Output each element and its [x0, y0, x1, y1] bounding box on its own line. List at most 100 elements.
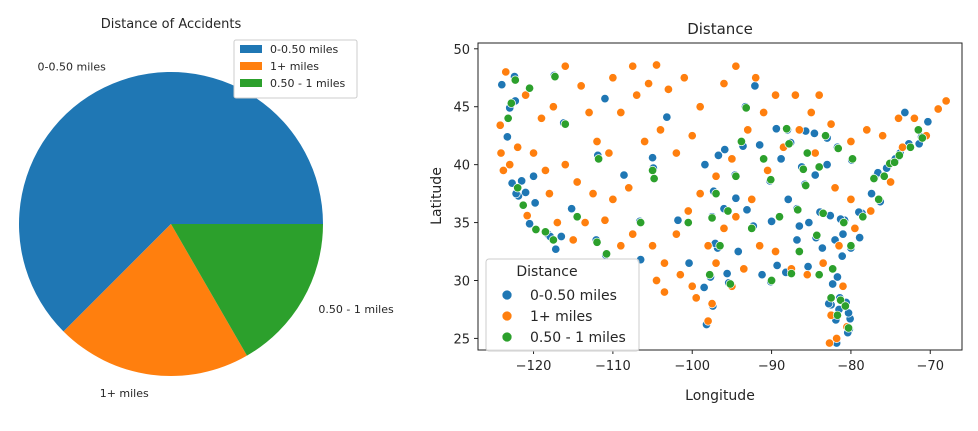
- point-1-miles-81: [832, 333, 842, 343]
- point-0-50-1-miles-45: [747, 223, 757, 233]
- scatter-chart-title: Distance: [687, 20, 753, 38]
- point-1-miles-9: [616, 107, 626, 118]
- point-1-miles-79: [838, 281, 848, 291]
- point-0-50-1-miles-46: [774, 212, 785, 222]
- pie-slice-0-50-1-miles: [171, 224, 323, 356]
- point-0-50-1-miles-35: [525, 83, 535, 93]
- point-1-miles-51: [909, 113, 919, 123]
- pie-chart-title: Distance of Accidents: [101, 17, 242, 32]
- point-1-miles-36: [683, 206, 693, 216]
- point-1-miles-101: [751, 73, 761, 83]
- point-0-0-50-miles-48: [866, 189, 877, 199]
- point-1-miles-68: [703, 241, 713, 251]
- point-1-miles-58: [850, 223, 860, 233]
- point-1-miles-84: [687, 281, 697, 291]
- point-0-50-1-miles-33: [560, 119, 570, 129]
- point-1-miles-89: [707, 299, 717, 309]
- point-1-miles-57: [866, 206, 876, 216]
- point-0-0-50-miles-70: [771, 124, 781, 134]
- point-0-0-50-miles-98: [803, 262, 813, 272]
- pie-chart: Distance of Accidents 0-0.50 miles 1+ mil…: [19, 17, 394, 400]
- point-0-0-50-miles-102: [837, 251, 847, 261]
- point-1-miles-7: [592, 136, 602, 147]
- point-0-50-1-miles-39: [572, 212, 582, 222]
- point-0-50-1-miles-15: [812, 230, 822, 240]
- plot-area-frame: [477, 42, 963, 351]
- point-1-miles-85: [675, 270, 685, 280]
- point-1-miles-45: [814, 90, 824, 100]
- point-0-50-1-miles-16: [843, 323, 854, 333]
- point-0-0-50-miles-35: [900, 107, 910, 118]
- point-0-50-1-miles-64: [802, 148, 812, 158]
- point-1-miles-53: [941, 96, 951, 106]
- point-1-miles-65: [739, 264, 749, 274]
- point-0-0-50-miles-68: [742, 205, 752, 215]
- point-0-0-50-miles-108: [755, 140, 765, 150]
- point-1-miles-27: [505, 160, 515, 170]
- point-1-miles-13: [679, 73, 689, 83]
- point-1-miles-28: [568, 235, 578, 245]
- point-0-0-50-miles-9: [517, 176, 527, 186]
- y-tick-label: 30: [453, 274, 470, 289]
- point-0-0-50-miles-88: [567, 204, 577, 214]
- point-0-0-50-miles-17: [699, 282, 709, 292]
- point-1-miles-52: [933, 104, 943, 114]
- point-0-50-1-miles-1: [506, 98, 516, 108]
- point-1-miles-71: [747, 194, 757, 204]
- point-1-miles-40: [743, 125, 753, 135]
- point-0-0-50-miles-58: [521, 187, 531, 197]
- point-1-miles-3: [548, 102, 558, 112]
- point-1-miles-98: [651, 60, 662, 70]
- point-1-miles-100: [731, 61, 741, 71]
- point-0-50-1-miles-38: [531, 224, 541, 235]
- y-tick-label: 40: [453, 159, 470, 174]
- point-0-0-50-miles-92: [662, 112, 672, 122]
- point-1-miles-83: [691, 293, 701, 303]
- x-tick-label: −80: [837, 359, 864, 374]
- point-0-0-50-miles-5: [551, 244, 561, 254]
- point-0-0-50-miles-72: [809, 128, 819, 138]
- point-1-miles-87: [651, 275, 662, 286]
- pie-legend-frame: [233, 39, 358, 99]
- point-0-50-1-miles-7: [648, 165, 658, 175]
- point-1-miles-92: [498, 165, 508, 175]
- pie-legend-swatch-0-50-1-miles: [240, 79, 262, 87]
- point-0-0-50-miles-103: [855, 233, 865, 243]
- pie-slice-0-0-50-miles: [19, 72, 323, 332]
- series-0-50-1-miles: [503, 72, 927, 333]
- point-0-50-1-miles-8: [715, 241, 725, 251]
- pie-labels: 0-0.50 miles 1+ miles 0.50 - 1 miles: [38, 61, 394, 400]
- point-0-50-1-miles-54: [890, 157, 900, 167]
- point-1-miles-91: [496, 148, 506, 158]
- y-tick-label: 25: [453, 332, 470, 347]
- point-0-50-1-miles-34: [550, 72, 560, 82]
- point-0-0-50-miles-106: [804, 218, 814, 228]
- point-1-miles-67: [711, 258, 721, 268]
- point-0-50-1-miles-52: [874, 194, 884, 204]
- point-1-miles-30: [600, 215, 610, 225]
- point-0-0-50-miles-49: [810, 170, 820, 180]
- point-0-0-50-miles-59: [528, 171, 539, 181]
- point-0-50-1-miles-22: [917, 133, 927, 143]
- point-0-0-50-miles-23: [822, 160, 832, 170]
- point-0-0-50-miles-52: [832, 272, 842, 282]
- pie-slices: [19, 72, 323, 376]
- point-1-miles-86: [659, 287, 670, 297]
- point-0-50-1-miles-41: [649, 173, 659, 184]
- point-1-miles-74: [794, 125, 804, 135]
- point-1-miles-2: [536, 113, 547, 123]
- point-0-50-1-miles-51: [858, 212, 868, 222]
- point-0-50-1-miles-61: [786, 268, 796, 279]
- point-0-50-1-miles-3: [540, 227, 550, 237]
- point-0-50-1-miles-4: [548, 235, 558, 245]
- y-tick-label: 50: [453, 43, 470, 58]
- pie-label-0-50-1-miles: 0.50 - 1 miles: [318, 303, 394, 316]
- point-0-50-1-miles-25: [833, 143, 843, 153]
- point-1-miles-1: [521, 90, 531, 100]
- point-0-50-1-miles-32: [636, 218, 646, 228]
- point-0-50-1-miles-47: [794, 246, 804, 257]
- point-0-0-50-miles-7: [556, 231, 566, 242]
- point-1-miles-97: [628, 61, 638, 71]
- pie-legend-swatch-0-0-50-miles: [240, 45, 262, 53]
